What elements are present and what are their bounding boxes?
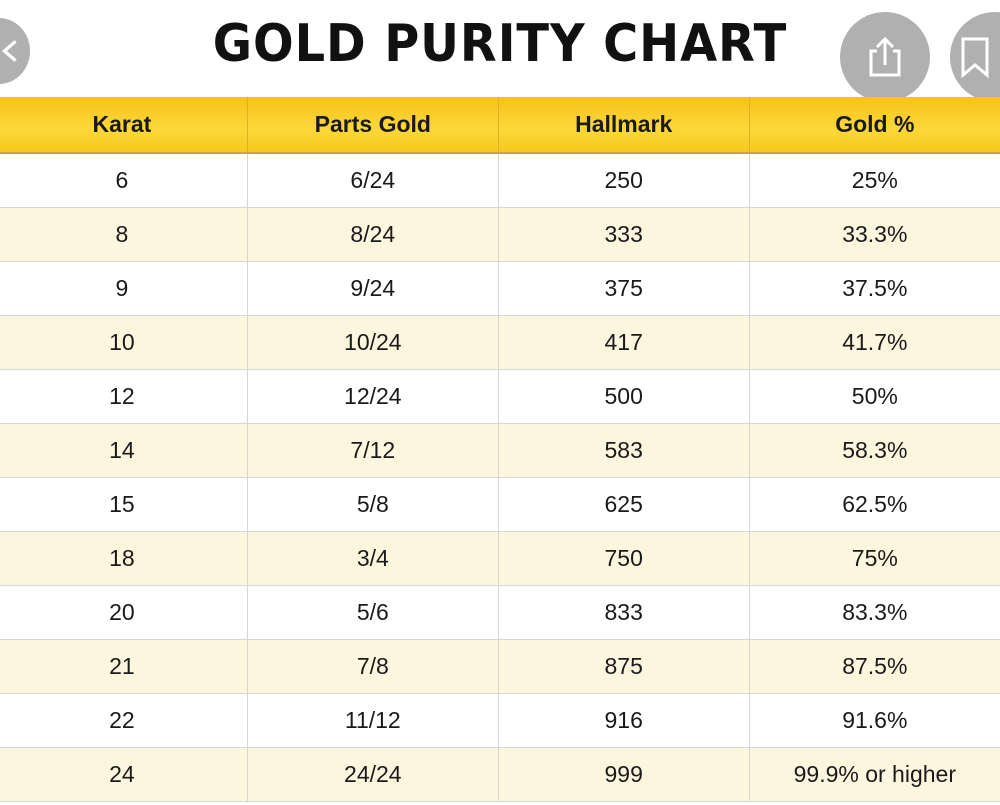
- table-row: 24 24/24 999 99.9% or higher: [0, 747, 1000, 802]
- cell-hallmark: 833: [497, 585, 750, 640]
- page-title: GOLD PURITY CHART: [212, 14, 788, 74]
- cell-parts-gold: 9/24: [246, 261, 499, 316]
- header-row: Karat Parts Gold Hallmark Gold %: [0, 97, 1000, 154]
- cell-parts-gold: 7/12: [246, 423, 499, 478]
- cell-parts-gold: 24/24: [246, 747, 499, 802]
- cell-gold-percent: 25%: [748, 153, 1000, 208]
- table-row: 12 12/24 500 50%: [0, 369, 1000, 424]
- cell-karat: 14: [0, 423, 248, 478]
- cell-gold-percent: 99.9% or higher: [748, 747, 1000, 802]
- cell-gold-percent: 87.5%: [748, 639, 1000, 694]
- cell-hallmark: 417: [497, 315, 750, 370]
- cell-gold-percent: 91.6%: [748, 693, 1000, 748]
- cell-karat: 12: [0, 369, 248, 424]
- cell-karat: 10: [0, 315, 248, 370]
- cell-hallmark: 250: [497, 153, 750, 208]
- cell-hallmark: 375: [497, 261, 750, 316]
- cell-gold-percent: 83.3%: [748, 585, 1000, 640]
- table-row: 6 6/24 250 25%: [0, 153, 1000, 208]
- cell-parts-gold: 3/4: [246, 531, 499, 586]
- table-row: 18 3/4 750 75%: [0, 531, 1000, 586]
- cell-karat: 8: [0, 207, 248, 262]
- table-row: 20 5/6 833 83.3%: [0, 585, 1000, 640]
- cell-hallmark: 583: [497, 423, 750, 478]
- header-hallmark: Hallmark: [497, 97, 750, 154]
- cell-parts-gold: 10/24: [246, 315, 499, 370]
- gold-purity-table: Karat Parts Gold Hallmark Gold % 6 6/24 25…: [0, 97, 1000, 802]
- back-button[interactable]: [0, 18, 30, 84]
- cell-parts-gold: 6/24: [246, 153, 499, 208]
- cell-karat: 24: [0, 747, 248, 802]
- table-row: 8 8/24 333 33.3%: [0, 207, 1000, 262]
- cell-karat: 22: [0, 693, 248, 748]
- cell-gold-percent: 58.3%: [748, 423, 1000, 478]
- cell-gold-percent: 33.3%: [748, 207, 1000, 262]
- cell-hallmark: 999: [497, 747, 750, 802]
- chevron-left-icon: [1, 40, 17, 62]
- cell-parts-gold: 5/6: [246, 585, 499, 640]
- cell-gold-percent: 50%: [748, 369, 1000, 424]
- header-parts-gold: Parts Gold: [246, 97, 499, 154]
- table-row: 10 10/24 417 41.7%: [0, 315, 1000, 370]
- share-icon: [869, 36, 901, 77]
- share-button[interactable]: [840, 12, 930, 102]
- cell-karat: 15: [0, 477, 248, 532]
- cell-gold-percent: 75%: [748, 531, 1000, 586]
- cell-hallmark: 875: [497, 639, 750, 694]
- table-row: 15 5/8 625 62.5%: [0, 477, 1000, 532]
- cell-gold-percent: 41.7%: [748, 315, 1000, 370]
- cell-karat: 18: [0, 531, 248, 586]
- table-row: 22 11/12 916 91.6%: [0, 693, 1000, 748]
- cell-karat: 9: [0, 261, 248, 316]
- cell-hallmark: 500: [497, 369, 750, 424]
- cell-hallmark: 333: [497, 207, 750, 262]
- cell-parts-gold: 11/12: [246, 693, 499, 748]
- cell-gold-percent: 37.5%: [748, 261, 1000, 316]
- cell-parts-gold: 8/24: [246, 207, 499, 262]
- cell-hallmark: 750: [497, 531, 750, 586]
- header-karat: Karat: [0, 97, 248, 154]
- bookmark-icon: [961, 37, 989, 79]
- cell-karat: 6: [0, 153, 248, 208]
- cell-karat: 21: [0, 639, 248, 694]
- cell-karat: 20: [0, 585, 248, 640]
- table-row: 9 9/24 375 37.5%: [0, 261, 1000, 316]
- header-gold-percent: Gold %: [748, 97, 1000, 154]
- table-row: 14 7/12 583 58.3%: [0, 423, 1000, 478]
- table-row: 21 7/8 875 87.5%: [0, 639, 1000, 694]
- cell-gold-percent: 62.5%: [748, 477, 1000, 532]
- cell-parts-gold: 7/8: [246, 639, 499, 694]
- cell-parts-gold: 5/8: [246, 477, 499, 532]
- cell-hallmark: 625: [497, 477, 750, 532]
- cell-hallmark: 916: [497, 693, 750, 748]
- cell-parts-gold: 12/24: [246, 369, 499, 424]
